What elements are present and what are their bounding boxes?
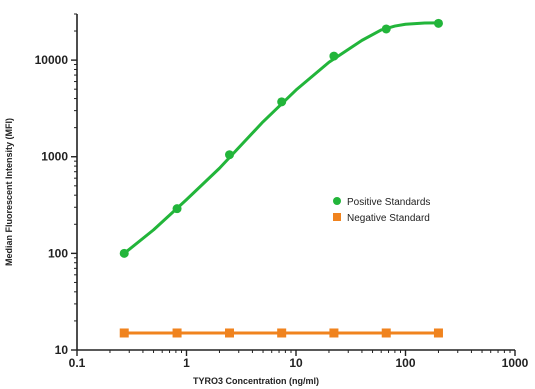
x-tick-label: 0.1 xyxy=(69,356,86,370)
negative-standard-point xyxy=(329,328,339,338)
negative-standard-point xyxy=(381,328,391,338)
y-tick-label: 1000 xyxy=(41,150,68,164)
axes xyxy=(76,14,515,351)
x-axis-label: TYRO3 Concentration (ng/ml) xyxy=(193,376,319,386)
x-tick-label: 100 xyxy=(395,356,415,370)
positive-standards-point xyxy=(225,150,235,160)
negative-standard-point xyxy=(119,328,129,338)
negative-standard-point xyxy=(225,328,235,338)
legend-marker-positive-standards xyxy=(333,197,341,205)
y-tick-label: 10000 xyxy=(35,53,69,67)
ticks: 0.1 1 10 100 1000 10 100 1000 10000 xyxy=(35,13,529,370)
y-tick-label: 100 xyxy=(48,246,68,260)
x-tick-label: 10 xyxy=(289,356,303,370)
positive-standards-point xyxy=(329,51,339,61)
legend-label: Positive Standards xyxy=(347,197,430,208)
y-axis-label: Median Fluorescent Intensity (MFI) xyxy=(4,118,14,266)
y-tick-label: 10 xyxy=(55,343,69,357)
positive-standards-point xyxy=(433,18,443,28)
x-tick-label: 1 xyxy=(183,356,190,370)
legend-marker-negative-standard xyxy=(333,213,341,221)
positive-standards-point xyxy=(381,24,391,34)
negative-standard-point xyxy=(433,328,443,338)
negative-standard-point xyxy=(172,328,182,338)
legend-label: Negative Standard xyxy=(347,213,430,224)
positive-standards-point xyxy=(119,248,129,258)
positive-standards-fit-curve xyxy=(122,21,440,255)
series-layer xyxy=(119,18,443,338)
positive-standards-point xyxy=(172,204,182,214)
negative-standard-point xyxy=(277,328,287,338)
positive-standards-point xyxy=(277,97,287,107)
legend: Positive Standards Negative Standard xyxy=(333,197,430,224)
x-tick-label: 1000 xyxy=(502,356,529,370)
